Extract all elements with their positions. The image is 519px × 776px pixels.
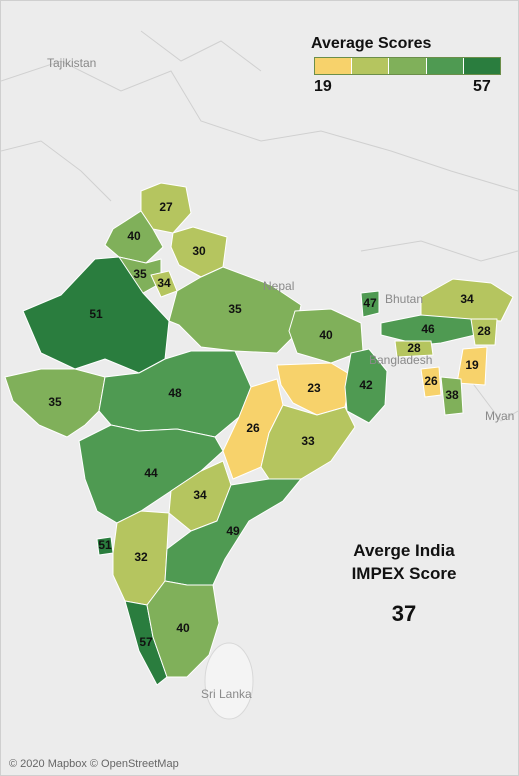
- state-label-jharkhand: 23: [307, 381, 321, 395]
- state-label-kerala: 57: [139, 635, 153, 649]
- country-label-bhutan: Bhutan: [385, 292, 424, 306]
- state-label-andhra-pradesh: 49: [226, 524, 240, 538]
- state-uttar-pradesh[interactable]: [168, 266, 302, 354]
- state-label-goa: 51: [98, 538, 112, 552]
- state-tripura[interactable]: [420, 366, 442, 398]
- state-meghalaya[interactable]: [394, 340, 434, 358]
- map-attribution[interactable]: © 2020 Mapbox © OpenStreetMap: [9, 758, 179, 770]
- state-label-haryana: 35: [133, 267, 147, 281]
- state-label-rajasthan: 51: [89, 307, 103, 321]
- state-label-west-bengal: 42: [359, 378, 373, 392]
- country-label-nepal: Nepal: [263, 279, 295, 293]
- state-label-gujarat: 35: [48, 395, 62, 409]
- state-sikkim[interactable]: [360, 290, 380, 318]
- country-label-bangladesh: Bangladesh: [369, 353, 433, 367]
- legend-color-scale: [314, 57, 501, 75]
- state-label-delhi: 34: [157, 276, 171, 290]
- state-label-telangana: 34: [193, 488, 207, 502]
- state-assam[interactable]: [380, 314, 476, 346]
- country-label-tajikistan: Tajikistan: [47, 56, 97, 70]
- country-label-myanmar: Myan: [485, 409, 515, 423]
- legend-swatch-4: [426, 58, 464, 74]
- background-borders: [1, 30, 518, 422]
- state-label-punjab: 40: [127, 229, 141, 243]
- state-label-assam: 46: [421, 322, 435, 336]
- state-manipur[interactable]: [456, 346, 488, 386]
- state-rajasthan[interactable]: [22, 256, 170, 374]
- state-label-jammu-kashmir: 27: [159, 200, 173, 214]
- state-gujarat[interactable]: [4, 368, 106, 438]
- state-label-nagaland: 28: [477, 324, 491, 338]
- state-label-tripura: 26: [424, 374, 438, 388]
- state-mizoram[interactable]: [440, 376, 464, 416]
- state-label-maharashtra: 44: [144, 466, 158, 480]
- state-odisha[interactable]: [260, 404, 356, 480]
- country-label-sri-lanka: Sri Lanka: [201, 687, 252, 701]
- state-label-chhattisgarh: 26: [246, 421, 260, 435]
- state-punjab[interactable]: [104, 210, 164, 264]
- state-nagaland[interactable]: [470, 318, 498, 346]
- state-tamil-nadu[interactable]: [146, 580, 220, 678]
- legend-min-value: 19: [314, 78, 332, 95]
- state-label-arunachal-pradesh: 34: [460, 292, 474, 306]
- state-bihar[interactable]: [288, 308, 364, 364]
- kpi-value: 37: [391, 601, 417, 626]
- state-label-uttar-pradesh: 35: [228, 302, 242, 316]
- state-label-mizoram: 38: [445, 388, 459, 402]
- state-label-manipur: 19: [465, 358, 479, 372]
- sri-lanka-land: [204, 642, 254, 720]
- state-label-himachal-pradesh: 30: [192, 244, 206, 258]
- legend-swatch-3: [389, 58, 427, 74]
- kpi-title: Averge India IMPEX Score: [351, 541, 457, 583]
- state-label-meghalaya: 28: [407, 341, 421, 355]
- state-west-bengal[interactable]: [344, 348, 388, 424]
- state-label-karnataka: 32: [134, 550, 148, 564]
- legend-max-value: 57: [473, 78, 491, 95]
- legend-swatch-1: [315, 58, 353, 74]
- state-label-sikkim: 47: [363, 296, 377, 310]
- legend-swatch-5: [463, 58, 501, 74]
- state-label-odisha: 33: [301, 434, 315, 448]
- legend-title: Average Scores: [311, 35, 432, 52]
- state-label-tamil-nadu: 40: [176, 621, 190, 635]
- state-label-madhya-pradesh: 48: [168, 386, 182, 400]
- legend-swatch-2: [352, 58, 390, 74]
- state-label-bihar: 40: [319, 328, 333, 342]
